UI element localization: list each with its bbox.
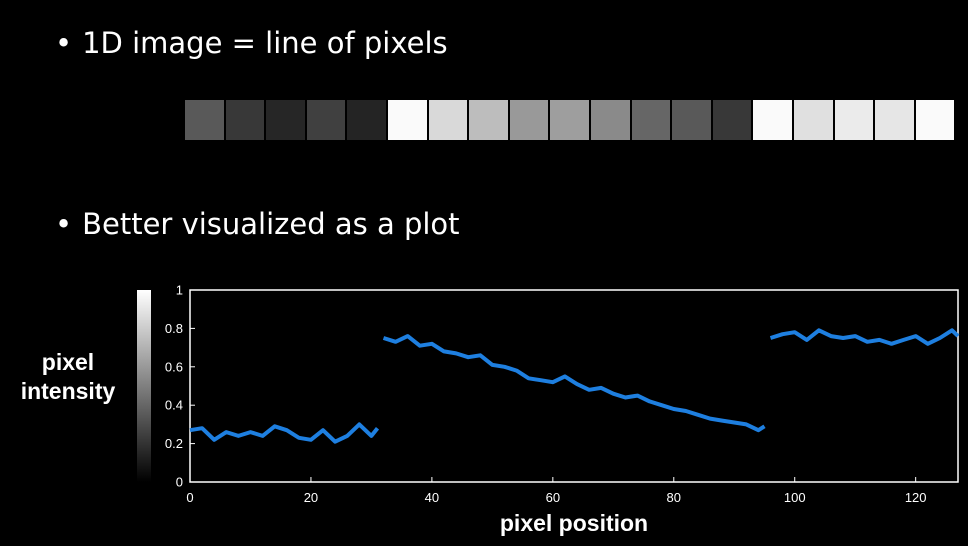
x-tick-label: 60 bbox=[546, 490, 560, 505]
pixel-cell bbox=[672, 100, 711, 140]
pixel-cell bbox=[306, 100, 346, 140]
intensity-line-segment bbox=[382, 334, 766, 433]
pixel-cell bbox=[428, 100, 468, 140]
pixel-cell bbox=[793, 100, 833, 140]
pixel-cell bbox=[266, 100, 305, 140]
pixel-cell bbox=[834, 100, 874, 140]
pixel-cell bbox=[387, 100, 427, 140]
y-tick-label: 0 bbox=[176, 475, 183, 490]
bullet-dot-icon: • bbox=[55, 207, 73, 241]
intensity-colorbar bbox=[137, 290, 151, 482]
pixel-cell bbox=[469, 100, 508, 140]
x-tick-label: 80 bbox=[667, 490, 681, 505]
x-tick-label: 40 bbox=[425, 490, 439, 505]
bullet-dot-icon: • bbox=[55, 26, 73, 60]
intensity-line-segment bbox=[769, 328, 960, 346]
bullet-line-of-pixels: • 1D image = line of pixels bbox=[55, 26, 448, 60]
y-tick-label: 0.2 bbox=[165, 436, 183, 451]
plot-frame bbox=[189, 289, 959, 483]
pixel-cell bbox=[225, 100, 265, 140]
pixel-cell bbox=[712, 100, 752, 140]
y-axis-label: pixel intensity bbox=[20, 349, 116, 404]
pixel-cell bbox=[185, 100, 224, 140]
x-tick-label: 0 bbox=[186, 490, 193, 505]
pixel-cell bbox=[509, 100, 549, 140]
x-axis-label: pixel position bbox=[499, 510, 649, 536]
bullet-text: Better visualized as a plot bbox=[82, 207, 460, 241]
pixel-cell bbox=[915, 100, 955, 140]
y-tick-label: 1 bbox=[176, 283, 183, 298]
y-tick-label: 0.8 bbox=[165, 321, 183, 336]
pixel-cell bbox=[550, 100, 589, 140]
pixel-strip bbox=[185, 100, 955, 140]
bullet-visualized-plot: • Better visualized as a plot bbox=[55, 207, 460, 241]
y-tick-label: 0.4 bbox=[165, 398, 183, 413]
pixel-cell bbox=[631, 100, 671, 140]
pixel-cell bbox=[753, 100, 792, 140]
pixel-cell bbox=[875, 100, 914, 140]
y-tick-label: 0.6 bbox=[165, 359, 183, 374]
x-tick-label: 120 bbox=[905, 490, 927, 505]
bullet-text: 1D image = line of pixels bbox=[82, 26, 448, 60]
x-tick-label: 20 bbox=[304, 490, 318, 505]
intensity-line-segment bbox=[189, 422, 380, 444]
pixel-cell bbox=[347, 100, 386, 140]
pixel-cell bbox=[590, 100, 630, 140]
x-tick-label: 100 bbox=[784, 490, 806, 505]
